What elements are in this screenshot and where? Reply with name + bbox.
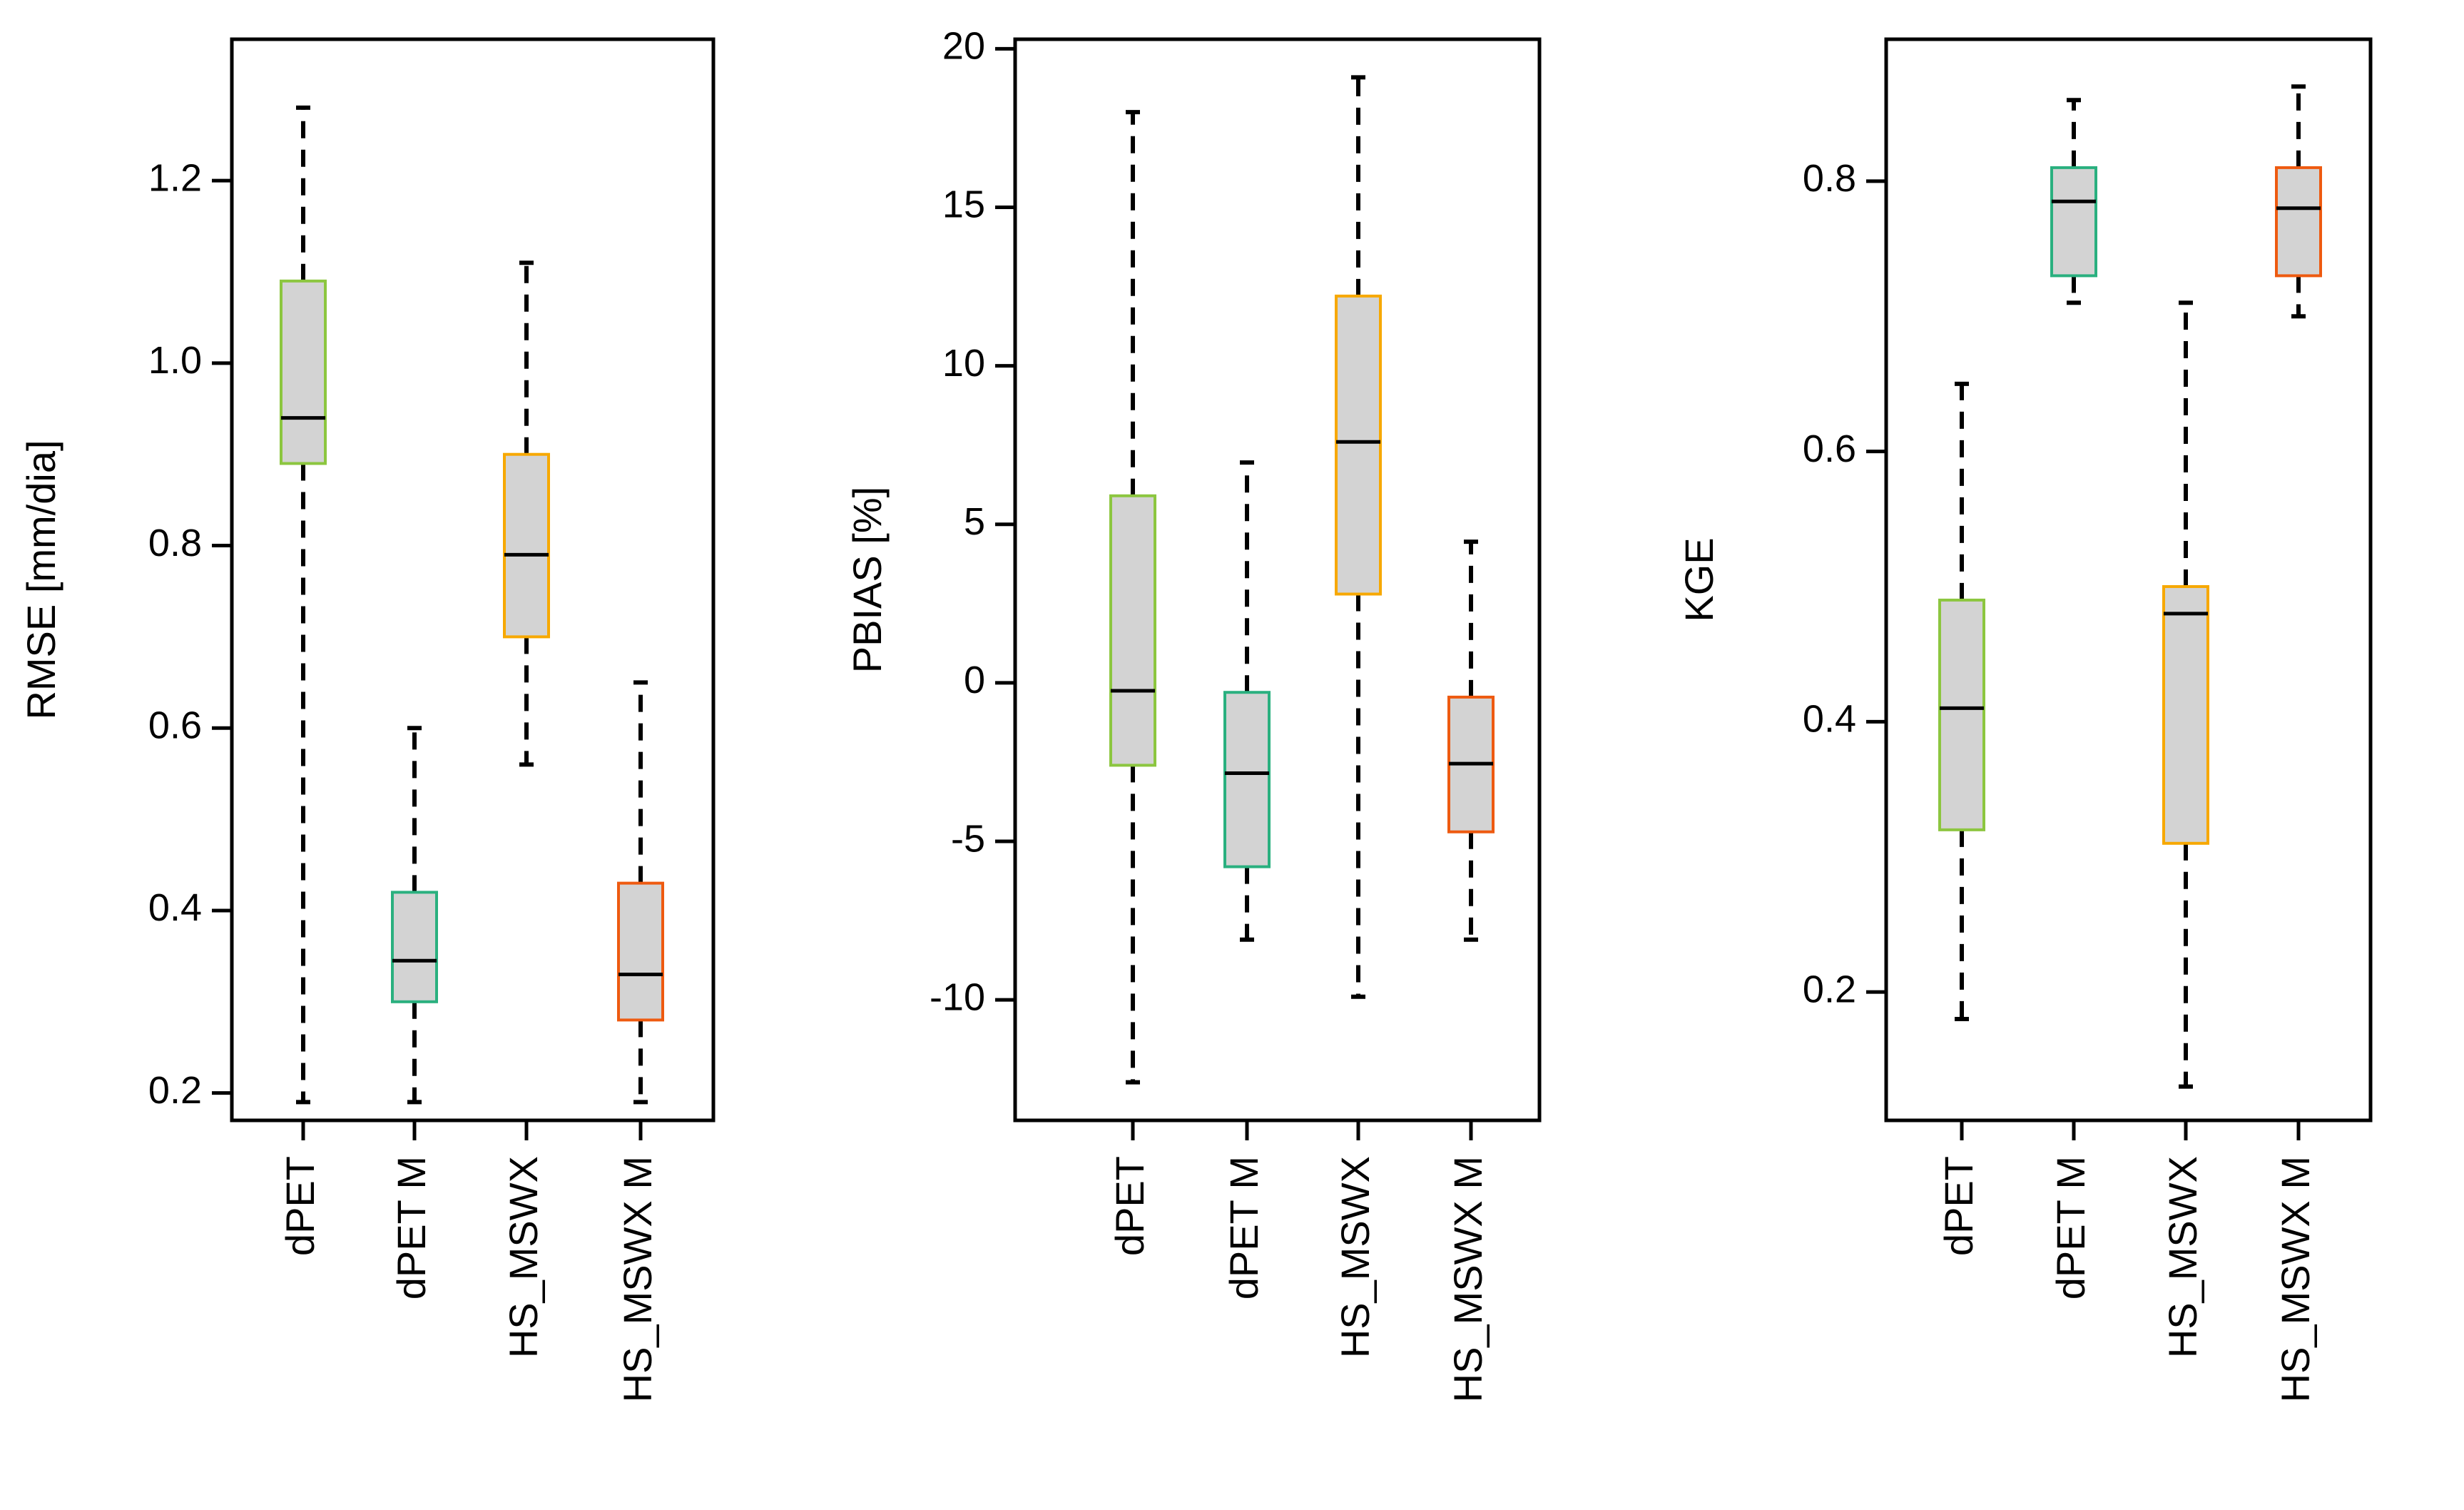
rmse-category-label: HS_MSWX M	[615, 1156, 660, 1402]
panel-rmse: RMSE [mm/dia] 0.2 0.4 0.6 0.8 1.0 1.2 dPET dPET…	[19, 37, 716, 1402]
rmse-ytick-label: 0.6	[148, 704, 202, 747]
panel-pbias: PBIAS [%] -10 -5 0 5 10 15 20 dPET dPET M HS_MSWX…	[845, 25, 1542, 1402]
pbias-box-1	[1109, 110, 1156, 1085]
panel-rmse-frame	[230, 37, 716, 1123]
pbias-category-label: dPET M	[1221, 1156, 1266, 1299]
pbias-ytick-label: -10	[930, 976, 985, 1018]
pbias-box-4	[1447, 539, 1495, 942]
pbias-iqr-box	[1109, 494, 1156, 767]
pbias-ytick-label: 15	[942, 183, 985, 226]
kge-ytick-label: 0.6	[1803, 427, 1856, 470]
rmse-iqr-box	[617, 881, 664, 1022]
kge-box-1	[1938, 381, 1985, 1021]
rmse-category-label: HS_MSWX	[501, 1156, 546, 1358]
rmse-iqr-box	[391, 891, 438, 1003]
kge-ytick-label: 0.8	[1803, 157, 1856, 200]
rmse-box-1	[280, 105, 327, 1105]
pbias-ytick-label: -5	[951, 817, 985, 860]
rmse-box-3	[503, 260, 550, 767]
kge-ytick-label: 0.4	[1803, 698, 1856, 741]
pbias-ytick-label: 10	[942, 342, 985, 385]
rmse-category-label: dPET	[278, 1156, 322, 1256]
kge-iqr-box	[2275, 166, 2322, 278]
kge-category-label: HS_MSWX	[2160, 1156, 2205, 1358]
pbias-ytick-label: 5	[964, 500, 985, 543]
pbias-category-label: HS_MSWX M	[1445, 1156, 1490, 1402]
pbias-box-2	[1223, 460, 1271, 942]
pbias-iqr-box	[1223, 691, 1271, 868]
pbias-category-label: HS_MSWX	[1333, 1156, 1378, 1358]
kge-box-2	[2050, 98, 2097, 305]
pbias-ytick-label: 0	[964, 659, 985, 701]
kge-iqr-box	[2162, 584, 2209, 845]
kge-ytick-label: 0.2	[1803, 968, 1856, 1010]
kge-category-label: dPET	[1936, 1156, 1981, 1256]
panel-kge: KGE 0.2 0.4 0.6 0.8 dPET dPET M HS_MSWX HS_MSWX…	[1676, 37, 2373, 1402]
kge-category-label: HS_MSWX M	[2273, 1156, 2318, 1402]
kge-box-3	[2162, 300, 2209, 1089]
kge-iqr-box	[2050, 166, 2097, 278]
rmse-box-4	[617, 680, 664, 1105]
panel-kge-frame	[1884, 37, 2373, 1123]
pbias-box-3	[1335, 75, 1382, 999]
rmse-iqr-box	[503, 452, 550, 639]
pbias-iqr-box	[1335, 294, 1382, 596]
rmse-ytick-label: 0.8	[148, 522, 202, 564]
rmse-box-2	[391, 726, 438, 1105]
panel-rmse-ylabel: RMSE [mm/dia]	[19, 440, 63, 719]
panel-kge-ylabel: KGE	[1676, 537, 1721, 622]
rmse-category-label: dPET M	[389, 1156, 434, 1299]
panel-pbias-frame	[1013, 37, 1542, 1123]
rmse-ytick-label: 0.2	[148, 1069, 202, 1112]
rmse-ytick-label: 1.0	[148, 339, 202, 382]
kge-category-label: dPET M	[2048, 1156, 2093, 1299]
kge-iqr-box	[1938, 598, 1985, 831]
rmse-iqr-box	[280, 279, 327, 465]
panel-pbias-ylabel: PBIAS [%]	[845, 487, 890, 673]
pbias-ytick-label: 20	[942, 25, 985, 68]
rmse-ytick-label: 1.2	[148, 156, 202, 199]
pbias-category-label: dPET	[1107, 1156, 1152, 1256]
kge-box-4	[2275, 84, 2322, 319]
rmse-ytick-label: 0.4	[148, 886, 202, 929]
